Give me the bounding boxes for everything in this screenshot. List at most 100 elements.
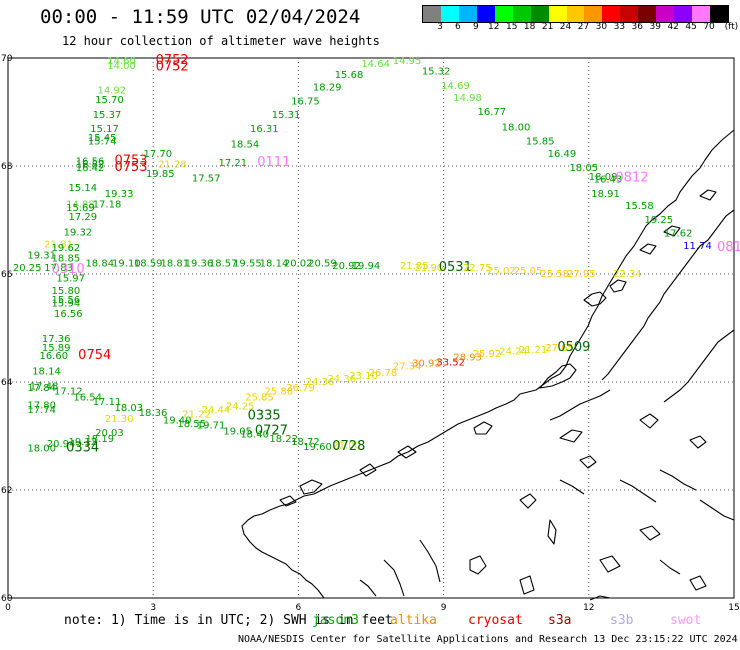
wave-height-label: 15.37 [93,110,122,121]
footnote: note: 1) Time is in UTC; 2) SWH is in fe… [64,613,393,628]
wave-height-label: 20.94 [47,439,76,450]
color-scale-label: 70 [703,22,715,32]
wave-height-label: 18.00 [502,122,531,133]
color-scale-label: 21 [541,22,554,32]
color-scale-label: 9 [472,22,479,32]
wave-height-label: 25.85 [245,392,274,403]
coastline-segment [359,463,377,477]
page-title: 00:00 - 11:59 UTC 02/04/2024 [40,6,361,28]
color-scale-label: 33 [613,22,626,32]
time-label: 0752 [156,59,189,74]
time-label: 0334 [66,441,99,456]
coastline-segment [699,499,735,521]
legend-item-cryosat: cryosat [468,613,523,628]
wave-height-label: 11.74 [683,241,712,252]
time-label: 0111 [257,155,290,170]
wave-height-label: 14.60 [107,56,136,67]
wave-height-label: 25.05 [514,266,543,277]
wave-height-label: 18.29 [313,82,342,93]
wave-height-label: 17.36 [42,334,71,345]
wave-height-label: 18.57 [209,258,238,269]
wave-height-label: 24.24 [499,346,528,357]
wave-height-label: 15.45 [88,133,117,144]
wave-height-label: 21.90 [415,263,444,274]
color-scale-label: 12 [488,22,500,32]
wave-height-label: 18.00 [27,444,56,455]
wave-height-label: 15.17 [90,124,119,135]
time-label: 0335 [248,408,281,423]
map-border [7,57,735,599]
coastline-segment [241,129,735,599]
wave-height-label: 20.02 [284,258,313,269]
wave-height-label: 16.77 [477,107,506,118]
wave-height-label: 18.22 [269,434,298,445]
wave-height-label: 17.70 [144,149,173,160]
map-frame [7,57,735,599]
color-swatch [548,6,567,22]
coastline-segment [639,525,661,541]
wave-height-label: 18.55 [177,419,206,430]
wave-height-label: 15.32 [422,67,451,78]
coastline-segment [473,421,493,435]
wave-height-label: 16.49 [548,149,577,160]
legend-item-altika: altika [390,613,437,628]
y-tick-label: 70 [1,54,13,64]
wave-height-label: 19.94 [352,261,381,272]
wave-height-label: 19.32 [64,228,93,239]
wave-height-label: 18.40 [240,430,269,441]
wave-height-label: 24.36 [327,374,356,385]
time-label: 0753 [114,153,147,168]
coastline-segment [549,389,611,421]
wave-height-label: 16.82 [76,160,105,171]
wave-height-label: 26.79 [286,383,315,394]
coastline-segment [659,469,697,491]
wave-height-label: 19.05 [223,426,252,437]
x-tick-label: 0 [5,603,11,613]
wave-height-label: 14.00 [107,61,136,72]
wave-height-label: 25.92 [473,349,502,360]
y-tick-label: 60 [1,594,13,604]
page-subtitle: 12 hour collection of altimeter wave hei… [62,34,380,48]
coastline [241,129,735,601]
wave-height-label: 14.69 [441,81,470,92]
wave-height-label: 15.69 [66,203,95,214]
color-scale-label: 15 [505,22,518,32]
wave-height-label: 25.58 [540,269,569,280]
wave-height-label: 19.85 [146,169,175,180]
wave-height-label: 15.58 [625,201,654,212]
wave-height-label: 17.18 [93,200,122,211]
wave-height-label: 18.19 [85,434,114,445]
color-scale-label: 39 [649,22,661,32]
wave-height-label: 19.25 [644,215,673,226]
wave-height-label: 15.74 [88,136,117,147]
wave-height-label: 16.60 [39,351,68,362]
wave-height-label: 24.44 [202,405,231,416]
wave-height-label: 19.31 [27,250,56,261]
wave-height-label: 15.68 [335,70,364,81]
wave-height-label: 14.92 [98,86,127,97]
wave-height-label: 16.54 [73,392,102,403]
time-label: 0509 [557,340,590,355]
wave-height-label: 18.54 [231,140,260,151]
wave-height-label: 17.84 [27,383,56,394]
wave-height-label: 14.88 [66,200,95,211]
coastline-segment [469,555,487,575]
wave-height-label: 19.33 [105,189,134,200]
wave-height-label: 18.59 [134,258,163,269]
color-scale-label: 30 [595,22,608,32]
wave-height-label: 21.30 [105,414,134,425]
credit-line: NOAA/NESDIS Center for Satellite Applica… [238,634,738,645]
coastline-segment [689,575,707,591]
wave-height-label: 15.85 [526,136,555,147]
coastline-segment [689,435,707,449]
wave-height-label: 15.14 [69,183,98,194]
wave-height-label: 18.03 [114,403,143,414]
wave-height-label: 18.91 [591,189,620,200]
wave-height-label: 21.00 [332,440,361,451]
y-tick-label: 66 [1,270,13,280]
legend-item-jason3: jason3 [312,613,359,628]
wave-height-label: 18.09 [589,172,618,183]
color-swatch [710,6,728,22]
wave-height-label: 17.62 [664,229,693,240]
